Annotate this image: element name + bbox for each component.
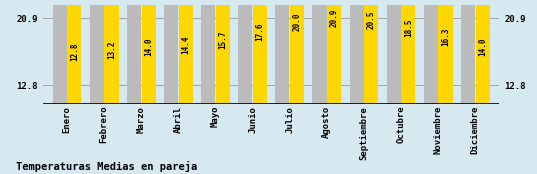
Bar <box>90 1 104 104</box>
Bar <box>253 0 267 104</box>
Text: 14.4: 14.4 <box>182 36 190 54</box>
Text: 13.2: 13.2 <box>107 41 116 59</box>
Bar <box>439 0 453 104</box>
Text: 20.9: 20.9 <box>330 9 339 27</box>
Bar <box>216 0 230 104</box>
Bar <box>164 0 178 104</box>
Text: 16.3: 16.3 <box>441 28 450 46</box>
Text: 12.8: 12.8 <box>70 42 79 61</box>
Bar <box>290 0 304 104</box>
Bar <box>476 0 490 104</box>
Text: 20.5: 20.5 <box>367 10 376 29</box>
Bar <box>364 0 379 104</box>
Text: 15.7: 15.7 <box>219 30 227 49</box>
Bar <box>53 4 67 104</box>
Bar <box>424 0 438 104</box>
Bar <box>387 0 401 104</box>
Text: Temperaturas Medias en pareja: Temperaturas Medias en pareja <box>16 161 198 172</box>
Bar <box>401 0 416 104</box>
Bar <box>105 0 119 104</box>
Bar <box>327 0 341 104</box>
Bar <box>179 0 193 104</box>
Text: 17.6: 17.6 <box>256 22 264 41</box>
Bar <box>238 0 252 104</box>
Text: 14.0: 14.0 <box>478 37 487 56</box>
Text: 20.0: 20.0 <box>293 13 302 31</box>
Text: 18.5: 18.5 <box>404 19 413 37</box>
Bar <box>461 0 475 104</box>
Bar <box>67 0 82 104</box>
Text: 14.0: 14.0 <box>144 37 153 56</box>
Bar <box>127 0 141 104</box>
Bar <box>350 0 364 104</box>
Bar <box>142 0 156 104</box>
Bar <box>201 0 215 104</box>
Bar <box>313 0 326 104</box>
Bar <box>275 0 289 104</box>
